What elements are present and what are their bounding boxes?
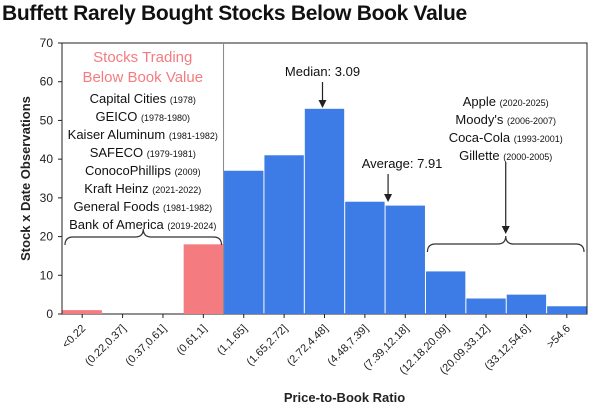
bar-0 xyxy=(62,310,102,314)
x-axis-label: Price-to-Book Ratio xyxy=(284,390,405,405)
average-label: Average: 7.91 xyxy=(362,156,443,171)
high-pb-company: Moody's (2006-2007) xyxy=(455,112,556,127)
high-pb-arrowhead xyxy=(501,226,510,234)
bar-5 xyxy=(264,155,304,314)
below-book-company: Kaiser Aluminum (1981-1982) xyxy=(68,127,218,142)
below-book-company: ConocoPhillips (2009) xyxy=(85,163,201,178)
high-pb-company: Gillette (2000-2005) xyxy=(459,148,552,163)
y-tick-label: 30 xyxy=(40,191,54,205)
bar-7 xyxy=(345,201,385,314)
y-tick-label: 20 xyxy=(40,230,54,244)
below-book-heading: Stocks Trading xyxy=(93,49,192,66)
below-book-brace xyxy=(64,228,223,246)
below-book-company: Capital Cities (1978) xyxy=(90,91,196,106)
high-pb-company: Coca-Cola (1993-2001) xyxy=(449,130,563,145)
y-tick-label: 0 xyxy=(46,307,53,321)
below-book-heading: Below Book Value xyxy=(82,69,203,86)
y-tick-label: 60 xyxy=(40,75,54,89)
y-tick-label: 70 xyxy=(40,36,54,50)
median-arrowhead xyxy=(318,100,327,108)
bar-10 xyxy=(466,298,506,314)
x-tick-label: >54.6 xyxy=(545,323,573,351)
below-book-company: Kraft Heinz (2021-2022) xyxy=(84,181,201,196)
x-tick-label: <0.22 xyxy=(60,323,88,351)
below-book-company: GEICO (1978-1980) xyxy=(95,109,190,124)
y-tick-label: 50 xyxy=(40,113,54,127)
chart-title: Buffett Rarely Bought Stocks Below Book … xyxy=(2,2,467,25)
x-tick-label: (2.72,4.48] xyxy=(285,323,331,369)
bar-9 xyxy=(425,271,466,314)
y-tick-label: 40 xyxy=(40,152,54,166)
below-book-company: SAFECO (1979-1981) xyxy=(90,145,196,160)
average-arrowhead xyxy=(384,194,393,202)
bar-12 xyxy=(547,306,587,314)
median-label: Median: 3.09 xyxy=(285,64,360,79)
x-tick-label: (1,1.65] xyxy=(215,323,250,358)
x-tick-label: (0.37,0.61] xyxy=(123,323,169,369)
high-pb-brace xyxy=(426,235,585,253)
y-tick-label: 10 xyxy=(40,268,54,282)
bar-6 xyxy=(304,108,345,314)
bar-11 xyxy=(506,294,547,314)
below-book-company: Bank of America (2019-2024) xyxy=(69,217,216,232)
y-axis-label: Stock x Date Observations xyxy=(18,96,33,261)
bar-3 xyxy=(183,244,224,314)
x-tick-label: (1.65,2.72] xyxy=(245,323,291,369)
high-pb-company: Apple (2020-2025) xyxy=(463,94,549,109)
x-tick-label: (0.61,1] xyxy=(175,323,210,358)
bar-8 xyxy=(385,205,425,314)
x-tick-label: (0.22,0.37] xyxy=(83,323,129,369)
bar-4 xyxy=(224,170,264,314)
below-book-company: General Foods (1981-1982) xyxy=(73,199,212,214)
